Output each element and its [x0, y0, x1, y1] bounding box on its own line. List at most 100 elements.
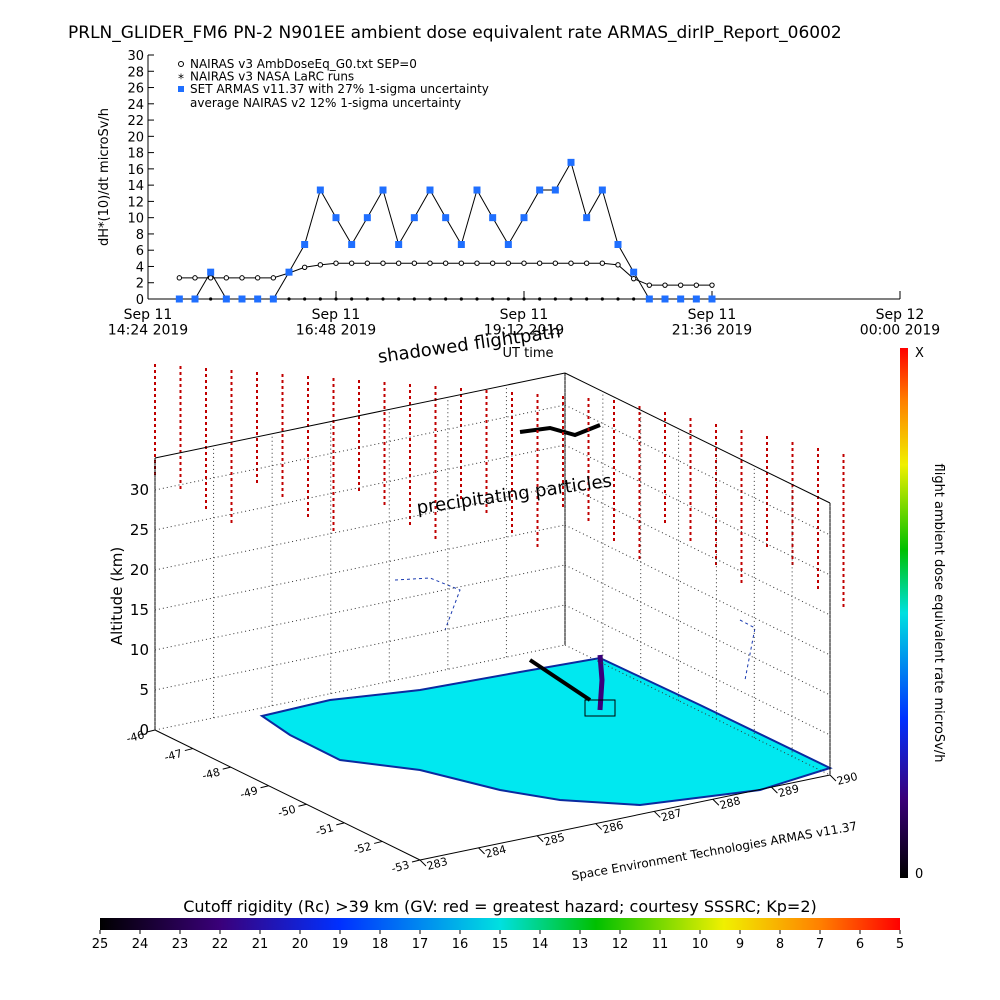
colorbar-tick-label: 10 — [692, 937, 709, 952]
x-tick-label: 283 — [425, 855, 449, 873]
y-tick-label: 20 — [127, 130, 144, 145]
y-tick-label: 8 — [136, 228, 144, 243]
marker — [538, 297, 542, 301]
marker — [661, 295, 669, 303]
marker — [632, 297, 636, 301]
marker — [630, 275, 637, 282]
colorbar-tick-label: 22 — [212, 937, 229, 952]
y-tick — [411, 859, 421, 863]
x-tick — [536, 835, 544, 843]
marker — [521, 260, 527, 266]
marker — [442, 260, 449, 266]
marker — [506, 297, 510, 301]
marker — [395, 241, 403, 249]
marker — [209, 297, 213, 301]
marker — [316, 186, 324, 194]
marker — [583, 260, 590, 266]
x-tick — [712, 798, 720, 806]
marker — [473, 186, 481, 194]
y-axis-label: dH*(10)/dt microSv/h — [97, 108, 112, 246]
grid-line — [564, 404, 831, 536]
colorbar-tick-label: 8 — [776, 937, 784, 952]
axis-edge — [154, 372, 566, 459]
colorbar-tick-label: 23 — [172, 937, 189, 952]
marker — [223, 275, 230, 281]
marker — [583, 214, 591, 222]
marker — [222, 295, 230, 303]
x-tick-label: 286 — [601, 818, 625, 836]
colorbar-tick-label: 11 — [652, 937, 669, 952]
marker — [677, 295, 685, 303]
x-tick — [595, 823, 603, 830]
marker — [207, 268, 215, 276]
y-tick-label: 4 — [136, 260, 144, 275]
marker — [363, 214, 371, 222]
marker — [693, 282, 700, 288]
marker — [677, 282, 684, 288]
marker — [600, 297, 604, 301]
colorbar — [100, 918, 900, 930]
marker — [379, 186, 387, 194]
colorbar-tick-label: 18 — [372, 937, 389, 952]
marker — [318, 297, 322, 301]
colorbar-label: 0 — [915, 867, 923, 882]
marker — [410, 214, 418, 222]
marker — [459, 297, 463, 301]
marker — [270, 275, 277, 281]
y-tick-label: -48 — [201, 765, 222, 782]
marker — [334, 297, 338, 301]
marker — [474, 260, 480, 266]
marker — [191, 295, 199, 303]
marker — [615, 262, 621, 268]
y-tick-label: -52 — [352, 840, 373, 857]
marker — [646, 282, 653, 288]
y-tick-label: 16 — [127, 163, 144, 178]
y-tick-label: 22 — [127, 114, 144, 129]
grid-line — [564, 484, 831, 616]
marker — [176, 275, 183, 281]
marker — [348, 241, 356, 249]
y-tick-label: 28 — [127, 65, 144, 80]
grid-line — [154, 484, 566, 571]
grid-line — [154, 604, 566, 691]
y-tick — [260, 785, 269, 789]
y-tick-label: 10 — [127, 212, 144, 227]
y-tick-label: 0 — [136, 293, 144, 308]
axis-edge — [154, 729, 421, 861]
y-tick — [184, 748, 193, 752]
y-tick-label: -53 — [390, 858, 411, 875]
y-tick-label: 18 — [127, 147, 144, 162]
marker — [645, 295, 653, 303]
marker — [630, 268, 638, 276]
legend-label: NAIRAS v3 AmbDoseEq_G0.txt SEP=0 — [190, 57, 417, 71]
legend-label: NAIRAS v3 NASA LaRC runs — [190, 70, 354, 84]
grid-line — [154, 644, 566, 731]
colorbar-tick-label: 19 — [332, 937, 349, 952]
marker — [395, 260, 402, 266]
marker — [569, 297, 573, 301]
grid-line — [154, 404, 566, 491]
marker — [551, 186, 559, 194]
y-tick — [298, 803, 307, 807]
y-tick-label: 30 — [127, 49, 144, 64]
marker — [599, 260, 606, 266]
marker — [175, 295, 183, 303]
axis-edge — [419, 774, 831, 861]
x-tick-label: 290 — [835, 770, 859, 788]
colorbar-label: X — [915, 346, 924, 361]
marker — [444, 297, 448, 301]
x-tick-label: Sep 12 00:00 2019 — [860, 307, 940, 338]
grid-line — [154, 524, 566, 611]
marker — [504, 241, 512, 249]
z-tick-label: 5 — [139, 681, 149, 699]
y-tick-label: 24 — [127, 98, 144, 113]
colorbar-tick-label: 16 — [452, 937, 469, 952]
x-tick — [829, 774, 837, 782]
z-tick-label: 25 — [130, 521, 149, 539]
marker — [475, 297, 479, 301]
colorbar-tick-label: 24 — [132, 937, 149, 952]
y-tick-label: -46 — [125, 728, 146, 745]
x-axis-label: UT time — [503, 346, 554, 361]
x-tick-label: 285 — [543, 831, 567, 849]
